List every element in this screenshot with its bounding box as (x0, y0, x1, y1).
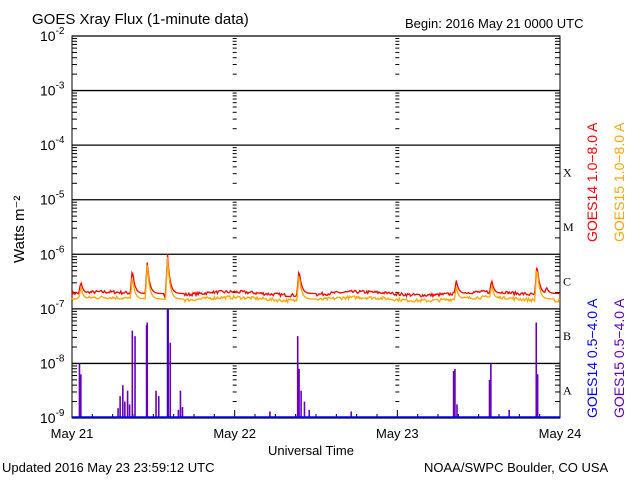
series-line (71, 256, 561, 305)
y-axis-label: Watts m⁻² (11, 196, 28, 263)
source-label: NOAA/SWPC Boulder, CO USA (424, 460, 609, 475)
y-tick-label: 10-6 (40, 244, 65, 262)
x-axis-label: Universal Time (268, 443, 354, 458)
y-tick-label: 10-5 (40, 190, 65, 208)
flare-class-label: A (563, 384, 572, 398)
legend-entry: GOES14 0.5−4.0 A (584, 298, 600, 418)
y-tick-label: 10-7 (40, 299, 65, 317)
legend-entry: GOES15 1.0−8.0 A (611, 122, 627, 242)
chart-title: GOES Xray Flux (1-minute data) (32, 11, 249, 28)
y-tick-label: 10-2 (40, 26, 65, 44)
x-tick-label: May 23 (376, 426, 419, 441)
x-tick-label: May 21 (51, 426, 94, 441)
flare-class-label: B (563, 329, 571, 343)
flare-class-label: X (563, 165, 572, 179)
flare-class-label: M (563, 220, 574, 234)
flare-class-label: C (563, 275, 571, 289)
legend-entry: GOES14 1.0−8.0 A (584, 122, 600, 242)
y-tick-label: 10-8 (40, 353, 65, 371)
legend-entry: GOES15 0.5−4.0 A (611, 298, 627, 418)
y-tick-label: 10-9 (40, 408, 65, 426)
plot-frame (71, 35, 561, 419)
updated-label: Updated 2016 May 23 23:59:12 UTC (2, 460, 214, 475)
x-tick-label: May 22 (213, 426, 256, 441)
begin-label: Begin: 2016 May 21 0000 UTC (405, 16, 584, 31)
series-line (71, 254, 561, 299)
y-tick-label: 10-3 (40, 81, 65, 99)
y-tick-label: 10-4 (40, 135, 65, 153)
x-tick-label: May 24 (539, 426, 582, 441)
